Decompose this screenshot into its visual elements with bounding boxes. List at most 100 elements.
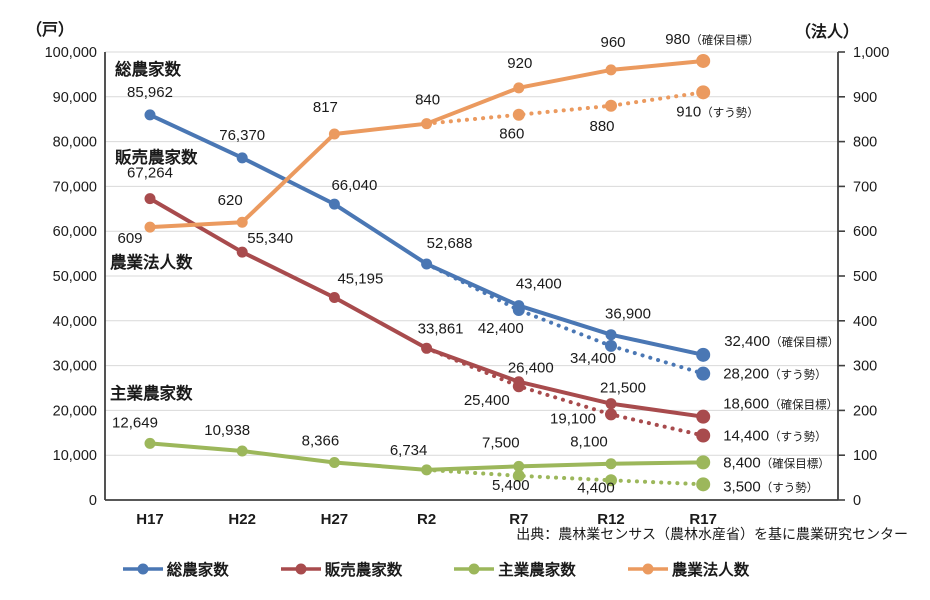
svg-text:33,861: 33,861	[418, 320, 464, 337]
svg-text:76,370: 76,370	[219, 127, 265, 144]
svg-text:14,400（すう勢）: 14,400（すう勢）	[723, 427, 826, 444]
legend-marker-icon	[280, 563, 321, 575]
svg-text:609: 609	[117, 230, 142, 247]
svg-text:10,000: 10,000	[53, 448, 97, 464]
svg-text:26,400: 26,400	[508, 360, 554, 377]
svg-text:500: 500	[853, 269, 877, 285]
svg-text:70,000: 70,000	[53, 179, 97, 195]
svg-text:700: 700	[853, 179, 877, 195]
series-農業法人数	[144, 53, 711, 233]
svg-text:600: 600	[853, 224, 877, 240]
svg-text:67,264: 67,264	[127, 165, 173, 182]
svg-text:60,000: 60,000	[53, 224, 97, 240]
svg-text:45,195: 45,195	[337, 271, 383, 288]
svg-text:900: 900	[853, 90, 877, 106]
svg-text:R2: R2	[417, 511, 436, 528]
svg-text:840: 840	[415, 92, 440, 109]
svg-text:12,649: 12,649	[112, 414, 158, 431]
svg-text:85,962: 85,962	[127, 84, 173, 101]
right-axis-unit-label: （法人）	[795, 24, 860, 41]
svg-text:80,000: 80,000	[53, 135, 97, 151]
svg-text:8,400（確保目標）: 8,400（確保目標）	[723, 454, 830, 471]
svg-text:10,938: 10,938	[204, 422, 250, 439]
series-主業農家数	[144, 437, 711, 492]
svg-text:34,400: 34,400	[570, 350, 616, 367]
svg-text:3,500（すう勢）: 3,500（すう勢）	[723, 478, 818, 495]
svg-text:25,400: 25,400	[464, 392, 510, 409]
svg-text:0: 0	[89, 493, 97, 509]
svg-text:50,000: 50,000	[53, 269, 97, 285]
svg-text:90,000: 90,000	[53, 90, 97, 106]
series-販売農家数	[144, 193, 711, 443]
svg-text:4,400: 4,400	[577, 479, 615, 496]
svg-text:800: 800	[853, 135, 877, 151]
svg-text:980（確保目標）: 980（確保目標）	[665, 31, 759, 48]
series-labels-販売農家数: 67,264 55,340 45,195 33,861 26,400 21,500 25,4…	[127, 165, 838, 445]
svg-text:100: 100	[853, 448, 877, 464]
svg-text:7,500: 7,500	[482, 434, 520, 451]
svg-text:55,340: 55,340	[247, 230, 293, 247]
legend-marker-icon	[122, 563, 163, 575]
legend-label: 農業法人数	[671, 562, 750, 579]
svg-text:620: 620	[218, 192, 243, 209]
legend-label: 総農家数	[166, 562, 229, 579]
svg-text:100,000: 100,000	[45, 45, 97, 61]
svg-text:5,400: 5,400	[492, 477, 530, 494]
legend: 総農家数 販売農家数 主業農家数 農業法人数	[0, 558, 930, 580]
svg-text:200: 200	[853, 403, 877, 419]
svg-text:20,000: 20,000	[53, 403, 97, 419]
svg-text:817: 817	[313, 99, 338, 116]
series-総農家数	[144, 109, 711, 381]
legend-marker-icon	[454, 563, 495, 575]
series-labels-農業法人数: 609 620 817 840 920 960 860 880 980（確保目標） 910（すう勢…	[117, 31, 759, 247]
legend-entry-総農家数: 総農家数	[121, 558, 229, 580]
svg-text:H22: H22	[228, 511, 256, 528]
svg-text:1,000: 1,000	[853, 45, 889, 61]
legend-entry-販売農家数: 販売農家数	[279, 558, 403, 580]
y-axis-right-ticks: 0 100 200 300 400 500 600 700 800 900 1,000	[838, 45, 889, 509]
source-attribution: 出典：農林業センサス（農林水産省）を基に農業研究センター	[516, 526, 908, 542]
svg-text:910（すう勢）: 910（すう勢）	[676, 103, 759, 120]
svg-text:販売農家数: 販売農家数	[115, 147, 198, 167]
series-labels-主業農家数: 12,649 10,938 8,366 6,734 7,500 8,100 5,400 4,4…	[112, 414, 830, 496]
legend-label: 販売農家数	[324, 562, 403, 579]
series-labels-総農家数: 85,962 76,370 66,040 52,688 43,400 36,900 42,4…	[127, 84, 839, 383]
left-axis-unit-label: （戸）	[26, 22, 75, 39]
svg-text:960: 960	[600, 34, 625, 51]
svg-text:8,100: 8,100	[570, 434, 608, 451]
svg-text:主業農家数: 主業農家数	[110, 383, 193, 403]
svg-text:R7: R7	[509, 511, 528, 528]
svg-text:28,200（すう勢）: 28,200（すう勢）	[723, 366, 826, 383]
y-axis-left-ticks: 0 10,000 20,000 30,000 40,000 50,000 60,000 70,…	[45, 45, 97, 509]
svg-text:52,688: 52,688	[427, 235, 473, 252]
svg-text:880: 880	[589, 118, 614, 135]
svg-text:0: 0	[853, 493, 861, 509]
svg-text:R12: R12	[597, 511, 625, 528]
svg-text:H17: H17	[136, 511, 164, 528]
svg-text:43,400: 43,400	[516, 276, 562, 293]
svg-text:19,100: 19,100	[550, 410, 596, 427]
svg-text:860: 860	[499, 126, 524, 143]
svg-text:H27: H27	[321, 511, 349, 528]
svg-text:8,366: 8,366	[302, 433, 340, 450]
legend-label: 主業農家数	[498, 562, 576, 579]
x-axis-labels: H17 H22 H27 R2 R7 R12 R17	[136, 511, 717, 528]
svg-text:920: 920	[507, 55, 532, 72]
svg-text:40,000: 40,000	[53, 314, 97, 330]
svg-text:18,600（確保目標）: 18,600（確保目標）	[723, 396, 838, 413]
svg-text:21,500: 21,500	[600, 380, 646, 397]
legend-entry-主業農家数: 主業農家数	[452, 558, 576, 580]
svg-text:36,900: 36,900	[605, 306, 651, 323]
svg-text:総農家数: 総農家数	[115, 59, 182, 79]
svg-text:42,400: 42,400	[478, 320, 524, 337]
svg-text:300: 300	[853, 359, 877, 375]
gridlines	[105, 51, 838, 456]
legend-marker-icon	[627, 563, 668, 575]
svg-text:R17: R17	[689, 511, 717, 528]
svg-text:32,400（確保目標）: 32,400（確保目標）	[724, 333, 839, 350]
svg-text:400: 400	[853, 314, 877, 330]
svg-text:6,734: 6,734	[390, 442, 428, 459]
